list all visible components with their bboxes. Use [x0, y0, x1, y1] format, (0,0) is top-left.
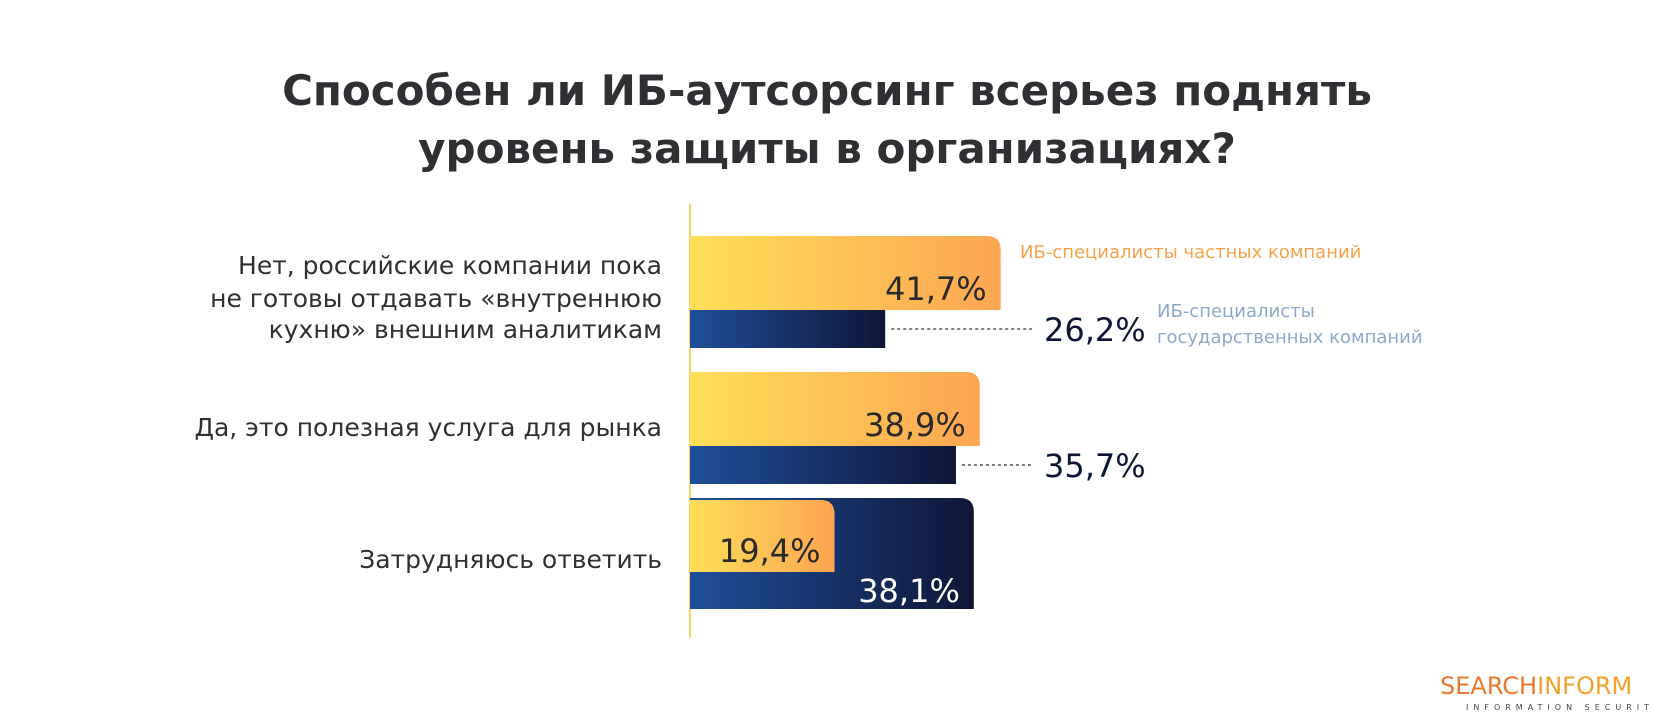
bar-private-companies — [690, 372, 980, 446]
category-label: не готовы отдавать «внутреннюю — [210, 284, 662, 313]
legend-state-companies: ИБ-специалисты — [1157, 301, 1315, 322]
value-label-state: 26,2% — [1044, 311, 1146, 349]
value-label-private: 38,9% — [864, 406, 966, 444]
value-label-private: 41,7% — [885, 270, 987, 308]
category-label: Нет, российские компании пока — [238, 251, 662, 280]
category-label: кухню» внешним аналитикам — [269, 315, 662, 344]
category-label: Да, это полезная услуга для рынка — [194, 413, 662, 442]
category-label: Затрудняюсь ответить — [359, 545, 662, 574]
logo-part-1: SEARCH — [1440, 672, 1538, 700]
bar-private-companies — [690, 500, 835, 572]
value-label-private: 19,4% — [719, 532, 821, 570]
chart-title: Способен ли ИБ-аутсорсинг всерьез поднят… — [0, 62, 1654, 178]
logo-part-2: INFORM — [1537, 672, 1633, 700]
bar-private-companies — [690, 236, 1001, 310]
searchinform-logo: SEARCHINFORM INFORMATION SECURITY — [1440, 672, 1654, 722]
bar-state-companies — [690, 310, 886, 348]
logo-tagline: INFORMATION SECURITY — [1466, 703, 1654, 712]
legend-private-companies: ИБ-специалисты частных компаний — [1020, 242, 1361, 263]
title-line-1: Способен ли ИБ-аутсорсинг всерьез поднят… — [282, 66, 1372, 115]
bar-state-companies — [690, 446, 956, 484]
value-label-state: 38,1% — [858, 572, 960, 610]
value-label-state: 35,7% — [1044, 447, 1146, 485]
title-line-2: уровень защиты в организациях? — [418, 124, 1236, 173]
legend-state-companies: государственных компаний — [1157, 327, 1423, 348]
